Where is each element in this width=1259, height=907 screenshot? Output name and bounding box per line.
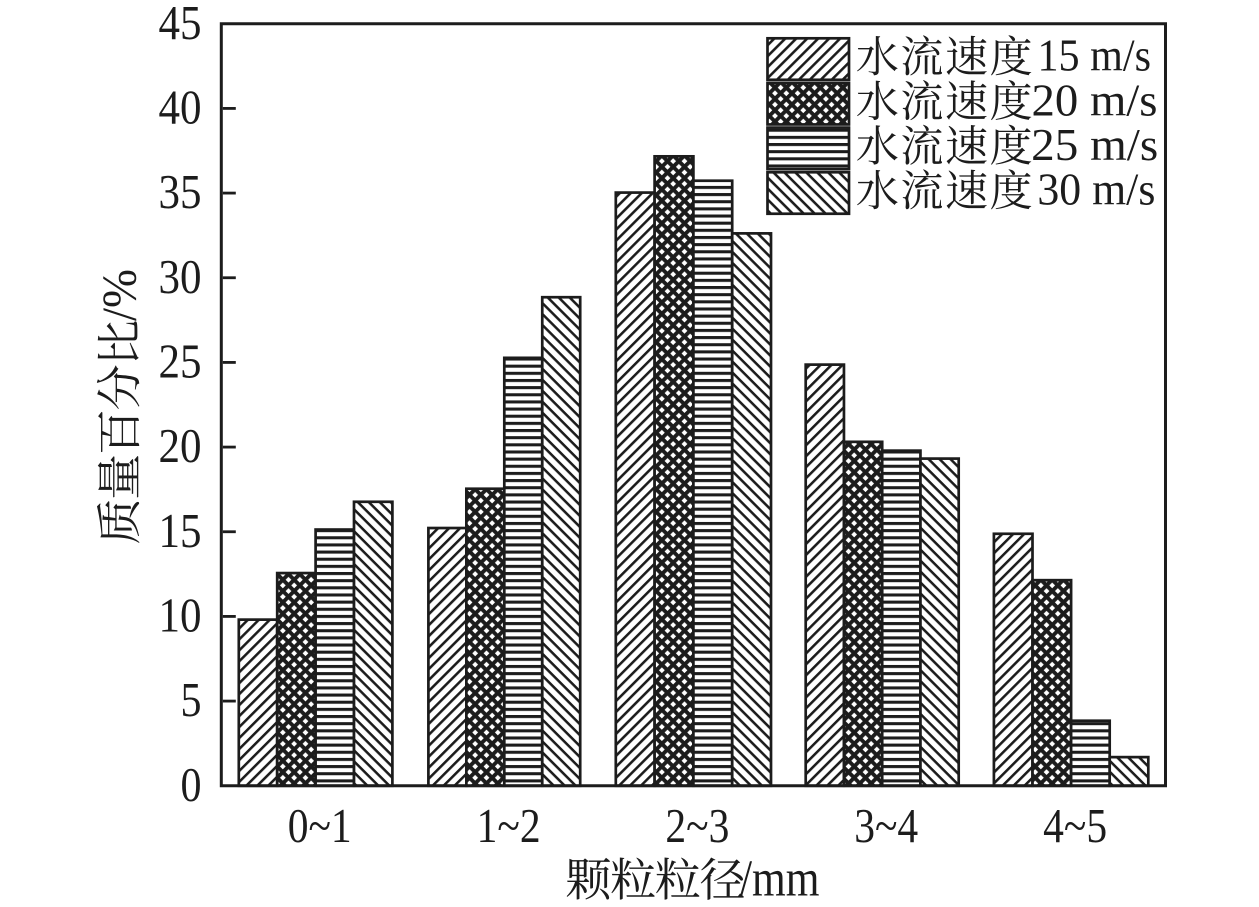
svg-text:10: 10 xyxy=(159,590,202,643)
svg-text:25 m/s: 25 m/s xyxy=(1031,119,1158,170)
svg-text:25: 25 xyxy=(159,336,202,389)
svg-text:20 m/s: 20 m/s xyxy=(1032,74,1158,125)
svg-text:1~2: 1~2 xyxy=(477,800,541,853)
svg-text:20: 20 xyxy=(159,420,202,473)
svg-text:35: 35 xyxy=(159,166,202,219)
svg-text:/mm: /mm xyxy=(740,851,820,907)
svg-text:15 m/s: 15 m/s xyxy=(1038,30,1152,81)
svg-text:2~3: 2~3 xyxy=(665,800,729,853)
svg-text:5: 5 xyxy=(181,674,202,727)
svg-text:0: 0 xyxy=(181,759,202,812)
svg-text:30: 30 xyxy=(159,251,202,304)
svg-text:/%: /% xyxy=(92,269,147,321)
svg-text:40: 40 xyxy=(159,82,202,135)
svg-text:3~4: 3~4 xyxy=(854,800,918,853)
svg-text:45: 45 xyxy=(159,0,202,50)
svg-text:0~1: 0~1 xyxy=(288,800,352,853)
svg-text:4~5: 4~5 xyxy=(1043,800,1107,853)
svg-text:30 m/s: 30 m/s xyxy=(1037,164,1155,215)
svg-text:15: 15 xyxy=(159,505,202,558)
